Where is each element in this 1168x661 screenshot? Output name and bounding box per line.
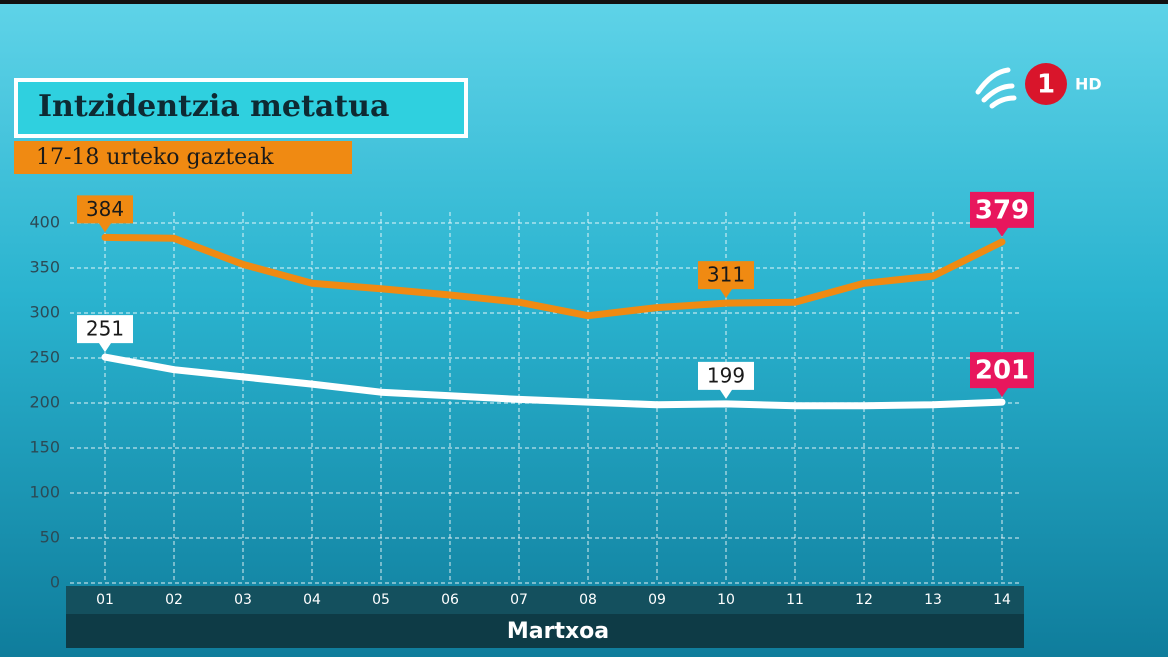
x-tick-label: 08 — [579, 592, 597, 608]
top-edge — [0, 0, 1168, 4]
title-box — [14, 78, 468, 138]
y-tick-label: 100 — [29, 483, 60, 502]
x-tick-label: 07 — [510, 592, 528, 608]
x-tick-label: 13 — [924, 592, 942, 608]
data-label: 201 — [975, 356, 1029, 386]
y-tick-label: 300 — [29, 303, 60, 322]
x-tick-label: 05 — [372, 592, 390, 608]
x-tick-label: 06 — [441, 592, 459, 608]
y-tick-label: 0 — [50, 573, 60, 592]
y-tick-label: 200 — [29, 393, 60, 412]
subtitle-box — [14, 141, 352, 174]
data-label: 199 — [707, 363, 745, 387]
x-tick-label: 02 — [165, 592, 183, 608]
y-tick-label: 150 — [29, 438, 60, 457]
data-label-box — [970, 191, 1034, 237]
x-label-band — [66, 614, 1024, 648]
channel-logo: 1 HD — [975, 63, 1102, 109]
data-label: 379 — [975, 195, 1029, 225]
x-tick-label: 10 — [717, 592, 735, 608]
series-line — [101, 233, 1006, 320]
chart-subtitle: 17-18 urteko gazteak — [36, 145, 274, 170]
series-line — [101, 353, 1006, 410]
x-tick-label: 14 — [993, 592, 1011, 608]
x-axis-band — [66, 586, 1024, 614]
data-label-box — [698, 361, 754, 399]
data-label: 384 — [86, 197, 124, 221]
x-tick-label: 03 — [234, 592, 252, 608]
x-tick-label: 04 — [303, 592, 321, 608]
data-label: 251 — [86, 317, 124, 341]
y-tick-label: 250 — [29, 348, 60, 367]
data-label: 311 — [707, 263, 745, 287]
data-label-box — [970, 352, 1034, 398]
logo-number: 1 — [1037, 70, 1055, 100]
data-label-box — [77, 315, 133, 353]
chart-title: Intzidentzia metatua — [38, 89, 389, 124]
x-tick-label: 12 — [855, 592, 873, 608]
x-tick-label: 09 — [648, 592, 666, 608]
x-tick-label: 01 — [96, 592, 114, 608]
x-axis-label: Martxoa — [507, 619, 609, 644]
logo-tag: HD — [1075, 75, 1102, 94]
data-label-box — [698, 261, 754, 299]
y-tick-label: 50 — [40, 528, 60, 547]
data-label-box — [77, 195, 133, 233]
x-tick-label: 11 — [786, 592, 804, 608]
y-tick-label: 350 — [29, 258, 60, 277]
y-tick-label: 400 — [29, 213, 60, 232]
plot-area: 0 50 100 150 200 250 300 350 400 01 02 03 04 05 06 07 08… — [29, 191, 1034, 608]
